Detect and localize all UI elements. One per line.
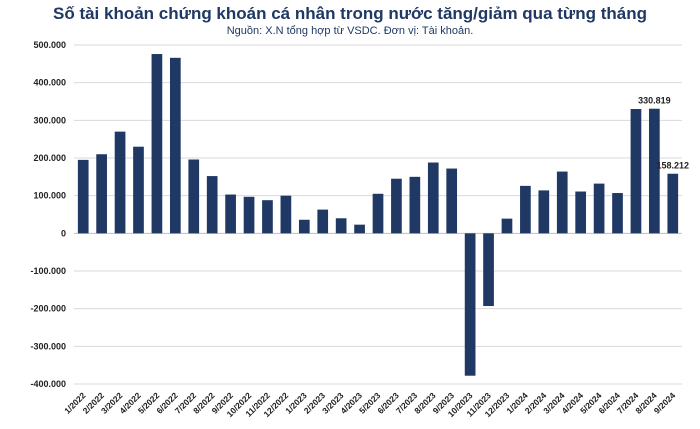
y-tick-label: -100.000 [30, 266, 66, 276]
bar-11/2022 [262, 200, 273, 234]
x-tick-label: 9/2024 [652, 390, 678, 416]
bar-10/2022 [243, 196, 255, 234]
bar-4/2022 [133, 146, 144, 234]
bar-12/2022 [280, 195, 292, 234]
bar-10/2023 [464, 233, 476, 376]
bar-6/2023 [391, 178, 402, 234]
bar-1/2022 [77, 159, 89, 234]
bar-12/2023 [501, 218, 513, 234]
data-label: 330.819 [638, 96, 671, 106]
y-tick-label: -200.000 [30, 304, 66, 314]
bar-4/2024 [575, 191, 587, 234]
y-tick-label: 200.000 [33, 153, 66, 163]
bar-11/2023 [483, 233, 494, 307]
bar-1/2024 [520, 185, 531, 234]
chart-title: Số tài khoản chứng khoán cá nhân trong n… [53, 4, 647, 23]
y-tick-label: 400.000 [33, 78, 66, 88]
y-tick-label: -300.000 [30, 341, 66, 351]
bar-5/2022 [151, 54, 163, 234]
bar-3/2023 [335, 218, 347, 234]
chart-subtitle: Nguồn: X.N tổng hợp từ VSDC. Đơn vị: Tài… [226, 25, 474, 37]
bar-9/2023 [446, 168, 458, 234]
bar-8/2022 [206, 176, 218, 234]
bar-8/2024 [649, 108, 660, 234]
bar-4/2023 [354, 224, 365, 234]
bar-1/2023 [298, 219, 310, 234]
y-tick-label: -400.000 [30, 379, 66, 389]
bar-7/2024 [630, 109, 642, 234]
bar-9/2024 [667, 173, 679, 234]
y-tick-label: 100.000 [33, 191, 66, 201]
bar-6/2024 [612, 193, 623, 234]
y-tick-label: 300.000 [33, 115, 66, 125]
bar-6/2022 [169, 57, 181, 234]
bar-2/2023 [317, 209, 329, 234]
bar-7/2022 [188, 159, 200, 234]
y-tick-label: 500.000 [33, 40, 66, 50]
bar-9/2022 [225, 194, 236, 234]
bar-2/2022 [96, 154, 107, 234]
data-label: 158.212 [657, 161, 690, 171]
y-tick-label: 0 [61, 228, 66, 238]
bar-7/2023 [409, 176, 421, 234]
bar-8/2023 [427, 162, 439, 234]
bar-5/2023 [372, 193, 384, 234]
bar-2/2024 [538, 190, 550, 234]
bar-3/2024 [556, 171, 568, 234]
bar-5/2024 [593, 183, 605, 234]
bar-3/2022 [114, 131, 126, 234]
